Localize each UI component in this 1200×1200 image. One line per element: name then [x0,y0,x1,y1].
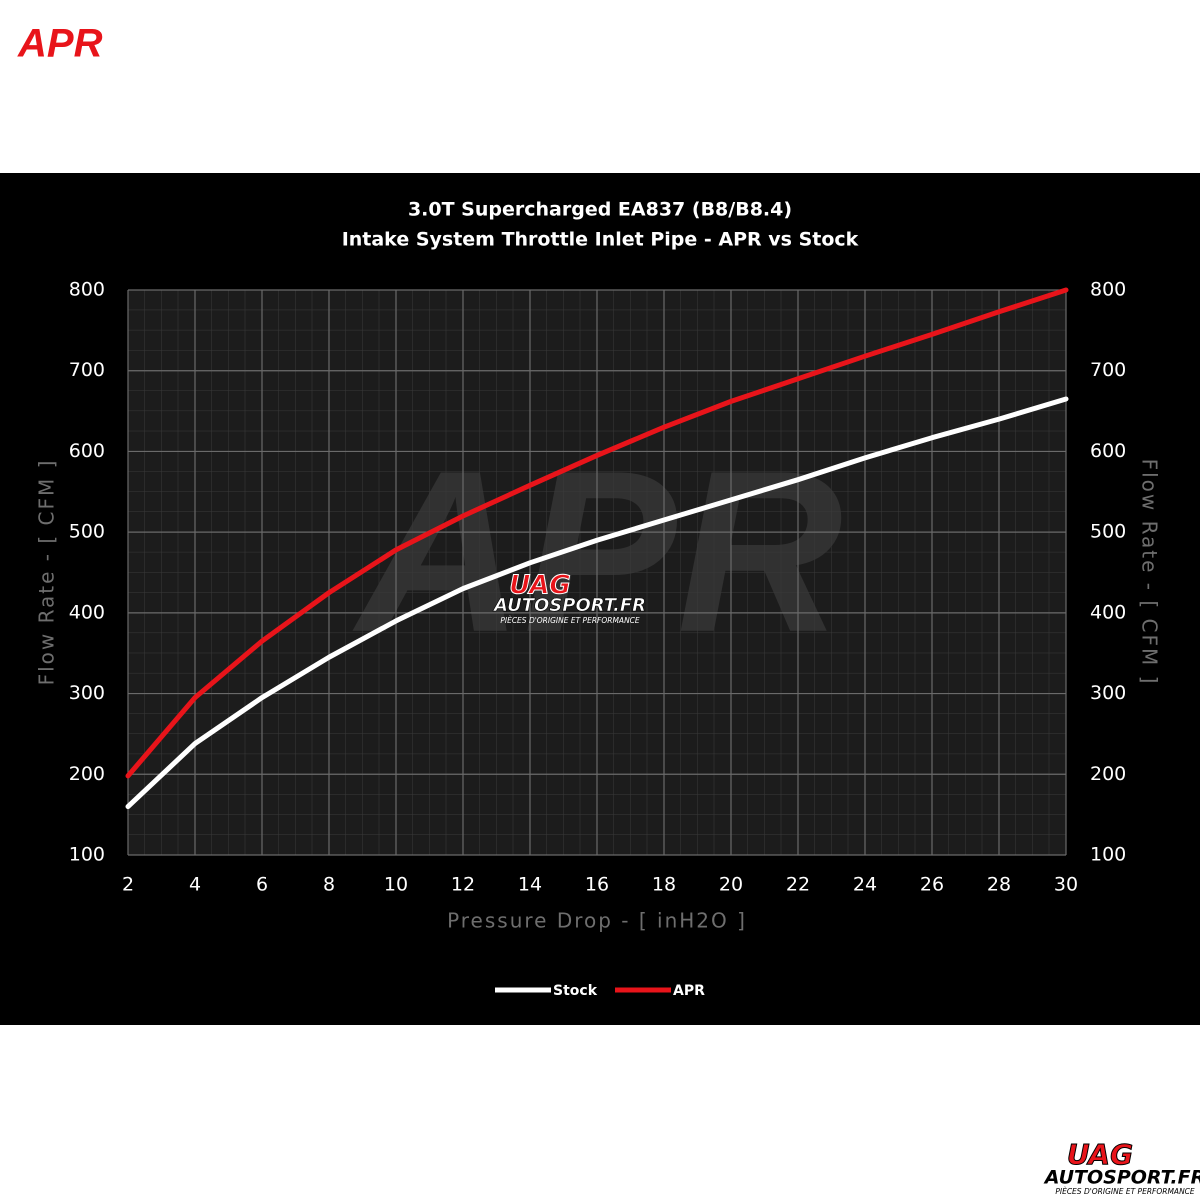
x-tick-label: 30 [1054,874,1078,896]
x-tick-label: 10 [384,874,408,896]
y-tick-label: 700 [69,359,105,381]
plot [125,287,1069,856]
x-axis-label: Pressure Drop - [ inH2O ] [447,909,747,933]
legend-label: Stock [553,983,598,999]
y2-tick-label: 800 [1090,279,1126,301]
badge-brand: UAG [509,571,570,601]
x-tick-label: 20 [719,874,743,896]
x-tick-label: 28 [987,874,1011,896]
x-tick-label: 26 [920,874,944,896]
y-tick-label: 100 [69,844,105,866]
y-tick-label: 200 [69,763,105,785]
x-tick-label: 18 [652,874,676,896]
chart-title: 3.0T Supercharged EA837 (B8/B8.4) [408,199,792,221]
y2-tick-label: 700 [1090,359,1126,381]
corner-site: AUTOSPORT.FR [1043,1167,1200,1189]
series-line [125,287,1069,779]
y2-tick-label: 600 [1090,440,1126,462]
y-axis-label-right: Flow Rate - [ CFM ] [1138,459,1162,686]
x-tick-label: 6 [256,874,268,896]
y-tick-label: 400 [69,601,105,623]
corner-tagline: PIÈCES D'ORIGINE ET PERFORMANCE [1055,1187,1195,1196]
x-tick-label: 4 [189,874,201,896]
x-tick-label: 22 [786,874,810,896]
y2-tick-label: 500 [1090,521,1126,543]
legend-label: APR [673,983,705,999]
x-tick-label: 8 [323,874,335,896]
x-tick-label: 2 [122,874,134,896]
center-badge: UAG AUTOSPORT.FR PIÈCES D'ORIGINE ET PER… [492,570,647,625]
x-tick-label: 24 [853,874,877,896]
y2-tick-label: 200 [1090,763,1126,785]
y2-tick-label: 400 [1090,601,1126,623]
x-tick-label: 12 [451,874,475,896]
badge-site: AUTOSPORT.FR [492,595,646,616]
y-axis-label: Flow Rate - [ CFM ] [35,459,59,686]
y-tick-label: 600 [69,440,105,462]
y2-tick-label: 300 [1090,682,1126,704]
badge-tagline: PIÈCES D'ORIGINE ET PERFORMANCE [500,616,640,625]
y-tick-label: 500 [69,521,105,543]
corner-badge: UAG AUTOSPORT.FR PIÈCES D'ORIGINE ET PER… [1043,1138,1200,1197]
x-tick-label: 16 [585,874,609,896]
y2-tick-label: 100 [1090,844,1126,866]
x-tick-label: 14 [518,874,542,896]
series-line [125,396,1069,810]
logo: APR [17,22,103,66]
corner-brand: UAG [1067,1138,1133,1171]
chart-subtitle: Intake System Throttle Inlet Pipe - APR … [342,229,859,251]
y-tick-label: 800 [69,279,105,301]
y-tick-label: 300 [69,682,105,704]
